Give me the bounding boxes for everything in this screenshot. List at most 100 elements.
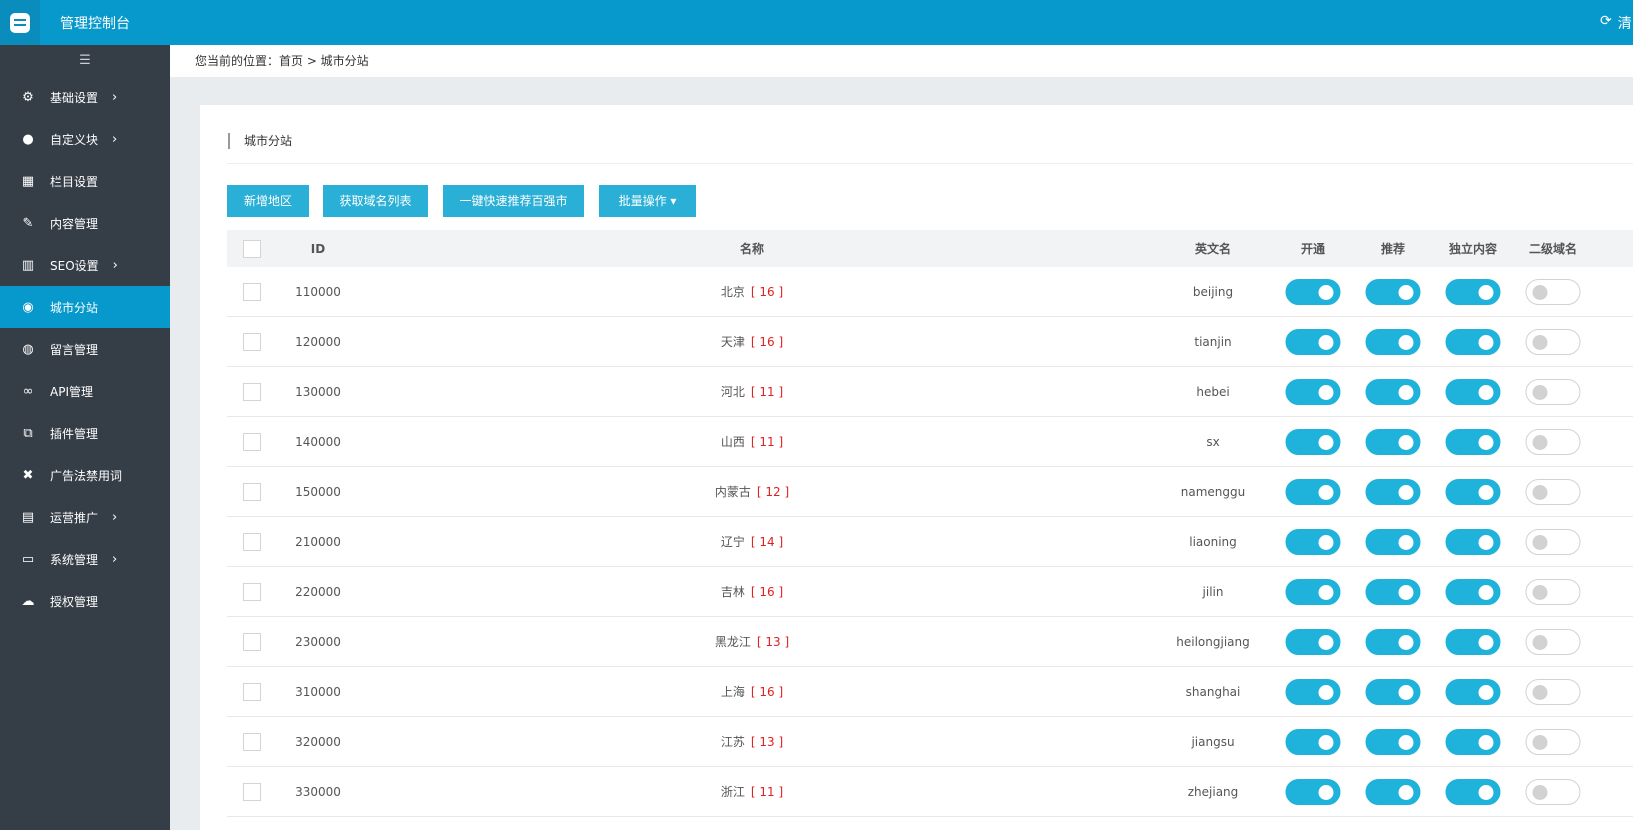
subdomain-toggle[interactable] <box>1525 428 1581 455</box>
cell-id: 110000 <box>295 284 341 299</box>
city-name[interactable]: 天津 <box>720 335 745 349</box>
open-toggle[interactable] <box>1285 478 1341 505</box>
content-card: 城市分站 新增地区 获取域名列表 一键快速推荐百强市 批量操作 ▾ ID 名称 … <box>200 105 1633 830</box>
cell-id: 210000 <box>295 534 341 549</box>
independent-toggle[interactable] <box>1445 278 1501 305</box>
sidebar-item-2[interactable]: ▦ 栏目设置 <box>0 160 170 202</box>
recommend-toggle[interactable] <box>1365 278 1421 305</box>
recommend-toggle[interactable] <box>1365 328 1421 355</box>
open-toggle[interactable] <box>1285 778 1341 805</box>
recommend-toggle[interactable] <box>1365 678 1421 705</box>
select-all-checkbox[interactable] <box>243 239 261 258</box>
independent-toggle[interactable] <box>1445 528 1501 555</box>
add-region-button[interactable]: 新增地区 <box>227 185 309 217</box>
independent-toggle[interactable] <box>1445 378 1501 405</box>
subdomain-toggle[interactable] <box>1525 328 1581 355</box>
recommend-toggle[interactable] <box>1365 528 1421 555</box>
subdomain-toggle[interactable] <box>1525 728 1581 755</box>
sidebar-item-3[interactable]: ✎ 内容管理 <box>0 202 170 244</box>
row-checkbox[interactable] <box>243 632 261 651</box>
cell-id: 230000 <box>295 634 341 649</box>
independent-toggle[interactable] <box>1445 678 1501 705</box>
subdomain-toggle[interactable] <box>1525 278 1581 305</box>
batch-actions-dropdown[interactable]: 批量操作 ▾ <box>599 185 696 217</box>
table-row: 140000 山西 [ 11 ] sx <box>227 417 1633 467</box>
sidebar-item-12[interactable]: ☁ 授权管理 <box>0 580 170 622</box>
subdomain-toggle[interactable] <box>1525 678 1581 705</box>
open-toggle[interactable] <box>1285 428 1341 455</box>
row-checkbox[interactable] <box>243 732 261 751</box>
fetch-domain-list-button[interactable]: 获取域名列表 <box>323 185 428 217</box>
sub-count: [ 16 ] <box>750 684 784 699</box>
recommend-toggle[interactable] <box>1365 378 1421 405</box>
sidebar-item-7[interactable]: ∞ API管理 <box>0 370 170 412</box>
chevron-right-icon: › <box>112 551 118 567</box>
sidebar-item-4[interactable]: ▥ SEO设置 › <box>0 244 170 286</box>
row-checkbox[interactable] <box>243 582 261 601</box>
row-checkbox[interactable] <box>243 282 261 301</box>
independent-toggle[interactable] <box>1445 428 1501 455</box>
recommend-top-cities-button[interactable]: 一键快速推荐百强市 <box>443 185 584 217</box>
open-toggle[interactable] <box>1285 378 1341 405</box>
sidebar-item-5[interactable]: ◉ 城市分站 <box>0 286 170 328</box>
city-name[interactable]: 山西 <box>720 435 745 449</box>
sidebar-item-11[interactable]: ▭ 系统管理 › <box>0 538 170 580</box>
sidebar-item-9[interactable]: ✖ 广告法禁用词 <box>0 454 170 496</box>
menu-toggle-icon[interactable]: ☰ <box>79 53 91 68</box>
open-toggle[interactable] <box>1285 628 1341 655</box>
sidebar-item-8[interactable]: ⧉ 插件管理 <box>0 412 170 454</box>
city-name[interactable]: 吉林 <box>720 585 745 599</box>
city-name[interactable]: 黑龙江 <box>714 635 751 649</box>
city-name[interactable]: 北京 <box>720 285 745 299</box>
edit-icon: ✎ <box>22 215 34 231</box>
row-checkbox[interactable] <box>243 532 261 551</box>
subdomain-toggle[interactable] <box>1525 528 1581 555</box>
subdomain-toggle[interactable] <box>1525 578 1581 605</box>
open-toggle[interactable] <box>1285 528 1341 555</box>
row-checkbox[interactable] <box>243 682 261 701</box>
cell-english-name: shanghai <box>1185 684 1241 699</box>
subdomain-toggle[interactable] <box>1525 778 1581 805</box>
independent-toggle[interactable] <box>1445 478 1501 505</box>
recommend-toggle[interactable] <box>1365 578 1421 605</box>
independent-toggle[interactable] <box>1445 778 1501 805</box>
row-checkbox[interactable] <box>243 382 261 401</box>
row-checkbox[interactable] <box>243 332 261 351</box>
recommend-toggle[interactable] <box>1365 728 1421 755</box>
city-name[interactable]: 辽宁 <box>720 535 745 549</box>
sidebar-item-1[interactable]: ● 自定义块 › <box>0 118 170 160</box>
independent-toggle[interactable] <box>1445 728 1501 755</box>
city-name[interactable]: 上海 <box>720 685 745 699</box>
cell-english-name: hebei <box>1196 384 1230 399</box>
subdomain-toggle[interactable] <box>1525 378 1581 405</box>
clear-cache-button[interactable]: ⟳ 清 <box>1600 13 1632 32</box>
recommend-toggle[interactable] <box>1365 778 1421 805</box>
row-checkbox[interactable] <box>243 782 261 801</box>
logo-icon[interactable] <box>0 0 40 45</box>
independent-toggle[interactable] <box>1445 628 1501 655</box>
independent-toggle[interactable] <box>1445 578 1501 605</box>
open-toggle[interactable] <box>1285 678 1341 705</box>
open-toggle[interactable] <box>1285 328 1341 355</box>
sub-count: [ 13 ] <box>750 734 784 749</box>
row-checkbox[interactable] <box>243 482 261 501</box>
open-toggle[interactable] <box>1285 578 1341 605</box>
cell-name: 黑龙江 [ 13 ] <box>715 617 789 666</box>
sidebar-item-10[interactable]: ▤ 运营推广 › <box>0 496 170 538</box>
city-name[interactable]: 江苏 <box>720 735 745 749</box>
sidebar-item-6[interactable]: ◍ 留言管理 <box>0 328 170 370</box>
recommend-toggle[interactable] <box>1365 628 1421 655</box>
open-toggle[interactable] <box>1285 278 1341 305</box>
city-name[interactable]: 河北 <box>720 385 745 399</box>
row-checkbox[interactable] <box>243 432 261 451</box>
independent-toggle[interactable] <box>1445 328 1501 355</box>
recommend-toggle[interactable] <box>1365 428 1421 455</box>
open-toggle[interactable] <box>1285 728 1341 755</box>
table-row: 220000 吉林 [ 16 ] jilin <box>227 567 1633 617</box>
recommend-toggle[interactable] <box>1365 478 1421 505</box>
sidebar-item-0[interactable]: ⚙ 基础设置 › <box>0 76 170 118</box>
subdomain-toggle[interactable] <box>1525 628 1581 655</box>
subdomain-toggle[interactable] <box>1525 478 1581 505</box>
city-name[interactable]: 浙江 <box>720 785 745 799</box>
city-name[interactable]: 内蒙古 <box>714 485 751 499</box>
